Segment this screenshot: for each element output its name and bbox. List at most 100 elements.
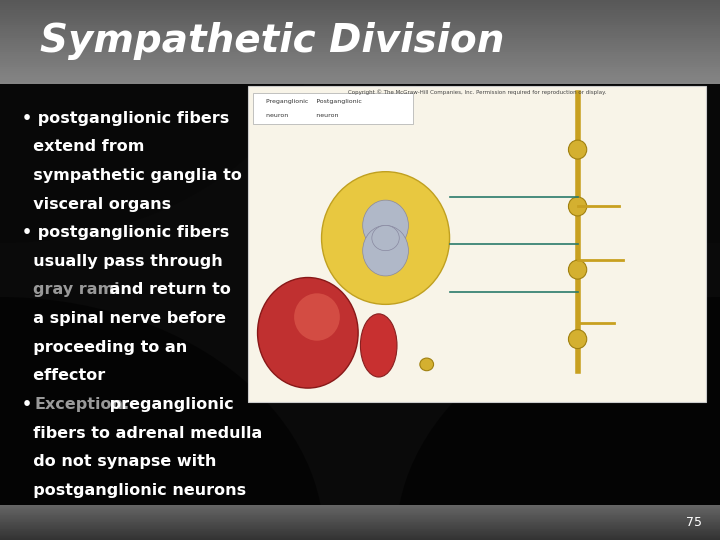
- Bar: [0, 514, 720, 515]
- Bar: [0, 55, 720, 57]
- Bar: [0, 511, 720, 512]
- Ellipse shape: [0, 297, 324, 540]
- Ellipse shape: [569, 140, 587, 159]
- Bar: [0, 36, 720, 38]
- Text: neuron              neuron: neuron neuron: [266, 113, 338, 118]
- Ellipse shape: [0, 0, 324, 243]
- Text: do not synapse with: do not synapse with: [22, 454, 216, 469]
- Text: visceral organs: visceral organs: [22, 197, 171, 212]
- Bar: [0, 519, 720, 520]
- Bar: [0, 63, 720, 65]
- Ellipse shape: [569, 329, 587, 349]
- Bar: [0, 536, 720, 537]
- Bar: [0, 522, 720, 523]
- Bar: [0, 73, 720, 76]
- Text: Copyright © The McGraw-Hill Companies, Inc. Permission required for reproduction: Copyright © The McGraw-Hill Companies, I…: [348, 89, 606, 94]
- Bar: [0, 526, 720, 527]
- Bar: [0, 59, 720, 60]
- Bar: [0, 530, 720, 531]
- Bar: [0, 517, 720, 518]
- Text: • postganglionic fibers: • postganglionic fibers: [22, 111, 229, 126]
- Ellipse shape: [420, 358, 433, 370]
- Bar: [0, 513, 720, 514]
- Bar: [0, 527, 720, 528]
- Bar: [0, 515, 720, 516]
- Bar: [0, 539, 720, 540]
- Bar: [0, 76, 720, 77]
- Bar: [0, 71, 720, 73]
- Bar: [0, 82, 720, 84]
- Bar: [0, 534, 720, 535]
- Bar: [0, 10, 720, 12]
- Text: preganglionic: preganglionic: [104, 397, 233, 412]
- Bar: [0, 27, 720, 29]
- Bar: [0, 44, 720, 46]
- Bar: [0, 537, 720, 538]
- Bar: [0, 509, 720, 510]
- Text: •: •: [22, 397, 37, 412]
- Bar: [0, 529, 720, 530]
- Bar: [0, 523, 720, 524]
- Bar: [0, 40, 720, 42]
- Bar: [0, 524, 720, 525]
- Ellipse shape: [363, 225, 408, 276]
- Bar: [0, 8, 720, 10]
- Bar: [0, 79, 720, 82]
- Bar: [0, 4, 720, 6]
- Text: fibers to adrenal medulla: fibers to adrenal medulla: [22, 426, 262, 441]
- Bar: [0, 17, 720, 19]
- Bar: [0, 50, 720, 52]
- Ellipse shape: [372, 225, 400, 251]
- Text: Preganglionic    Postganglionic: Preganglionic Postganglionic: [266, 99, 361, 104]
- Text: Sympathetic Division: Sympathetic Division: [40, 22, 504, 60]
- Bar: [0, 29, 720, 31]
- Text: extend from: extend from: [22, 139, 144, 154]
- Bar: [0, 69, 720, 71]
- Text: a spinal nerve before: a spinal nerve before: [22, 311, 225, 326]
- Text: effector: effector: [22, 368, 105, 383]
- Bar: [0, 38, 720, 40]
- Bar: [0, 46, 720, 48]
- Ellipse shape: [258, 278, 358, 388]
- Bar: [0, 15, 720, 17]
- Bar: [0, 0, 720, 2]
- Bar: [0, 512, 720, 513]
- Bar: [0, 67, 720, 69]
- Bar: [0, 25, 720, 27]
- Bar: [0, 2, 720, 4]
- Ellipse shape: [396, 0, 720, 243]
- Bar: [248, 86, 706, 402]
- Text: postganglionic neurons: postganglionic neurons: [22, 483, 246, 498]
- Text: sympathetic ganglia to: sympathetic ganglia to: [22, 168, 241, 183]
- Bar: [0, 57, 720, 59]
- Bar: [0, 532, 720, 533]
- Ellipse shape: [396, 297, 720, 540]
- Bar: [0, 48, 720, 50]
- Bar: [0, 77, 720, 79]
- Bar: [0, 535, 720, 536]
- Ellipse shape: [294, 293, 340, 341]
- Text: and return to: and return to: [104, 282, 230, 298]
- Bar: [0, 31, 720, 33]
- Ellipse shape: [569, 260, 587, 279]
- Bar: [0, 19, 720, 21]
- Ellipse shape: [361, 314, 397, 377]
- Bar: [0, 42, 720, 44]
- Bar: [0, 520, 720, 521]
- Bar: [0, 65, 720, 67]
- Bar: [0, 60, 720, 63]
- Text: 75: 75: [686, 516, 702, 529]
- Text: usually pass through: usually pass through: [22, 254, 222, 269]
- Text: proceeding to an: proceeding to an: [22, 340, 187, 355]
- Bar: [0, 518, 720, 519]
- Bar: [0, 12, 720, 15]
- Ellipse shape: [363, 200, 408, 251]
- Bar: [0, 6, 720, 8]
- Text: gray rami: gray rami: [33, 282, 120, 298]
- Bar: [0, 521, 720, 522]
- Bar: [0, 528, 720, 529]
- Bar: [0, 506, 720, 507]
- Bar: [0, 23, 720, 25]
- Bar: [0, 516, 720, 517]
- Bar: [0, 508, 720, 509]
